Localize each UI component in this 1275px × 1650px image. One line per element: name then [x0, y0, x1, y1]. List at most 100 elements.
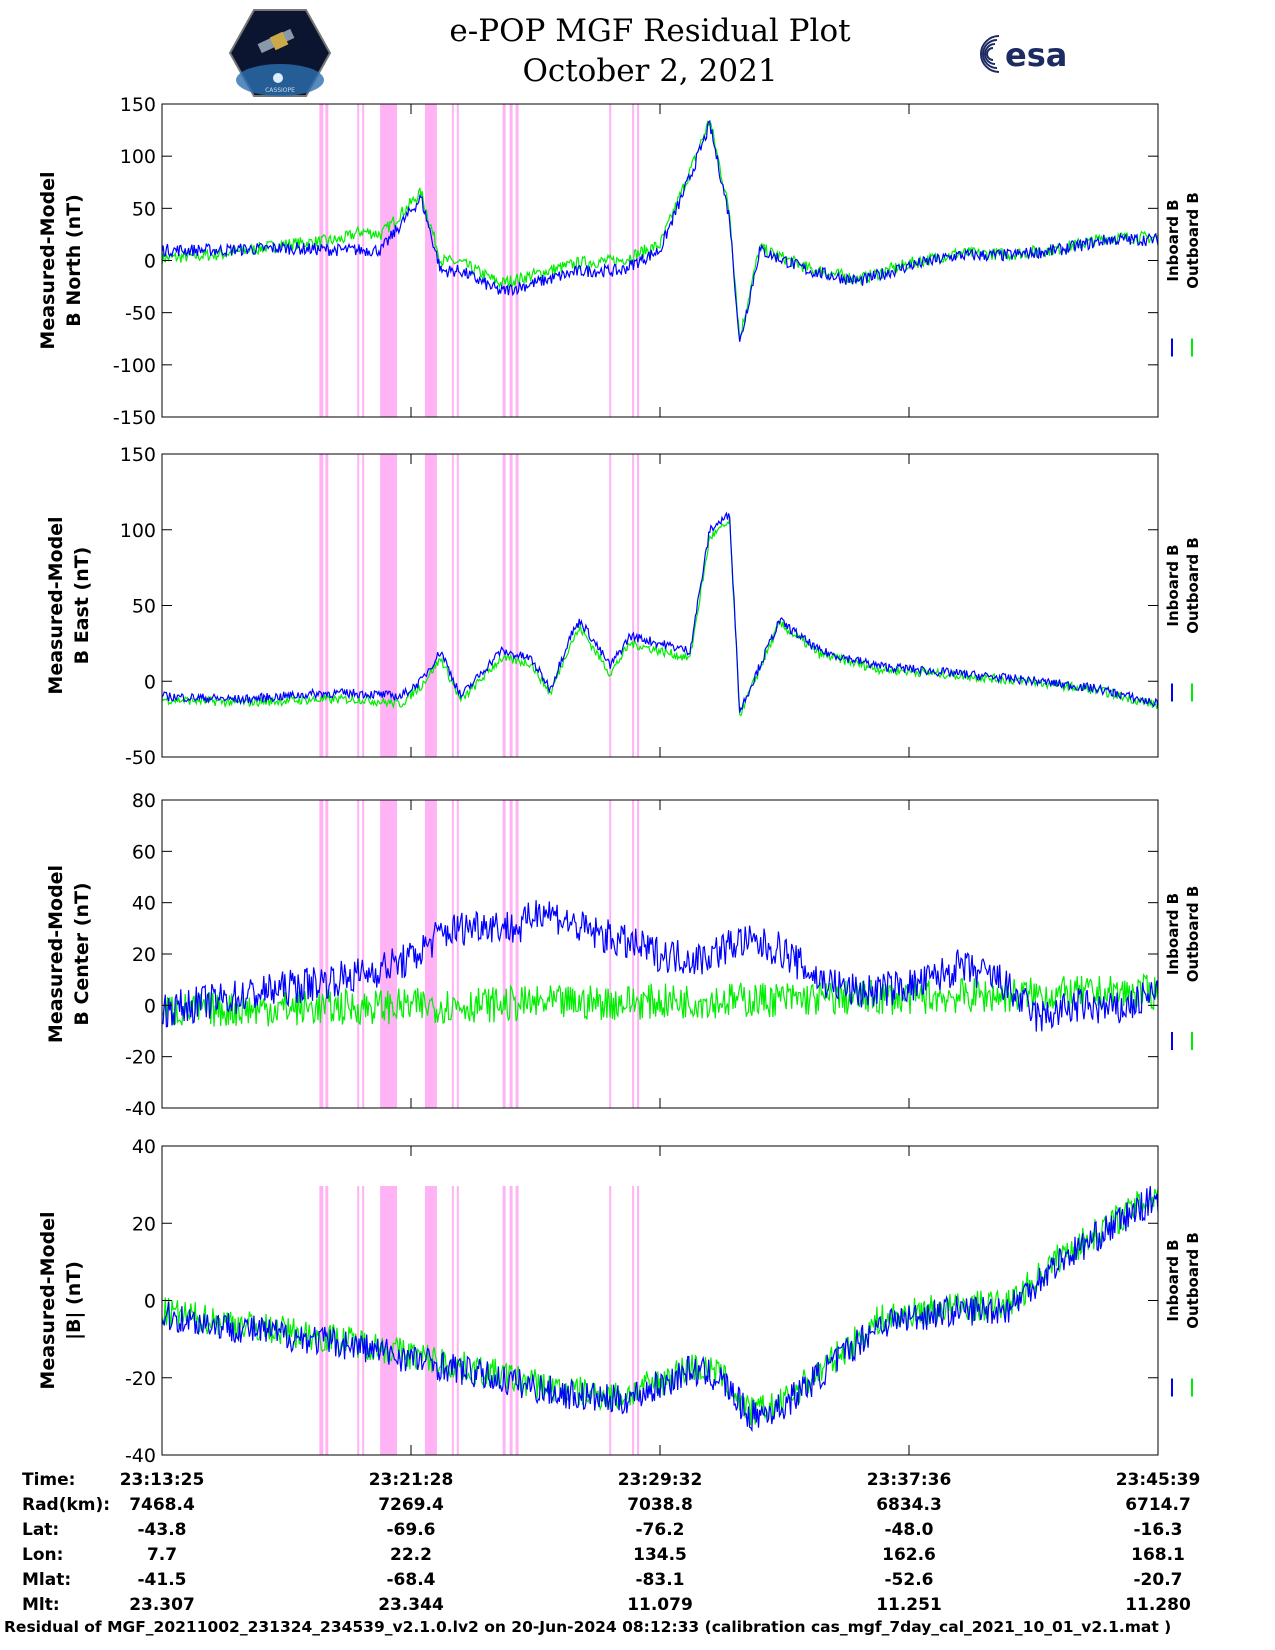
highlight-band: [325, 1186, 329, 1455]
info-row-value: 162.6: [882, 1545, 936, 1565]
info-row-value: 7269.4: [378, 1495, 444, 1515]
footer-caption: Residual of MGF_20211002_231324_234539_v…: [4, 1618, 1172, 1636]
series-line-inboard-b: [161, 119, 1159, 342]
info-row-value: -48.0: [884, 1520, 934, 1540]
highlight-band: [357, 454, 360, 757]
highlight-band: [380, 454, 398, 757]
chart-panel-4: -40 -20 0 20 40 Measured-Model |B| (nT) Inboard…: [37, 1136, 1202, 1467]
highlight-band: [509, 104, 513, 417]
legend-entry: Outboard B: [1184, 886, 1202, 983]
chart-panel-2: -50 0 50 100 150 Measured-Model B East (nT) Inb…: [45, 444, 1202, 769]
info-row: Mlat: -41.5 -68.4 -83.1 -52.6 -20.7: [0, 1570, 1275, 1594]
y-tick-label: 0: [144, 671, 156, 693]
series-line-inboard-b: [161, 511, 1159, 713]
series-line-inboard-b: [161, 900, 1159, 1032]
info-row-value: 11.251: [876, 1595, 942, 1615]
y-tick-label: 0: [144, 251, 156, 273]
highlight-band: [362, 800, 365, 1108]
highlight-band: [632, 800, 635, 1108]
info-row-value: -20.7: [1133, 1570, 1183, 1590]
info-row: Lon: 7.7 22.2 134.5 162.6 168.1: [0, 1545, 1275, 1569]
y-tick-label: 40: [132, 893, 156, 915]
series-line-outboard-b: [161, 517, 1159, 717]
highlight-band: [515, 1186, 519, 1455]
info-row-value: -16.3: [1133, 1520, 1183, 1540]
series-line-outboard-b: [161, 972, 1159, 1027]
y-tick-label: 50: [132, 596, 156, 618]
legend-entry: Inboard B: [1164, 893, 1182, 975]
info-row-value: 23:45:39: [1115, 1470, 1201, 1490]
legend-entry: Outboard B: [1184, 1232, 1202, 1329]
info-row-value: 11.280: [1125, 1595, 1191, 1615]
y-tick-label: -40: [125, 1098, 156, 1120]
highlight-band: [362, 104, 365, 417]
info-row-value: 134.5: [633, 1545, 687, 1565]
y-tick-label: 50: [132, 198, 156, 220]
highlight-band: [424, 454, 437, 757]
y-tick-label: 20: [132, 944, 156, 966]
highlight-band: [502, 454, 506, 757]
highlight-band: [319, 800, 324, 1108]
y-tick-label: -40: [125, 1445, 156, 1467]
highlight-band: [632, 1186, 635, 1455]
legend-entry: Inboard B: [1164, 544, 1182, 626]
plot-frame: [161, 799, 1159, 1109]
plot-frame: [161, 103, 1159, 418]
highlight-band: [456, 454, 459, 757]
y-tick-label: 0: [144, 995, 156, 1017]
y-tick-label: 40: [132, 1136, 156, 1158]
y-tick-label: 150: [120, 94, 156, 116]
highlight-band: [637, 1186, 640, 1455]
highlight-band: [362, 454, 365, 757]
highlight-band: [451, 1186, 454, 1455]
highlight-band: [319, 454, 324, 757]
highlight-band: [509, 454, 513, 757]
highlight-band: [319, 104, 324, 417]
info-row-label: Rad(km):: [22, 1495, 111, 1515]
info-row-label: Lon:: [22, 1545, 64, 1565]
y-axis-label: |B| (nT): [63, 1261, 85, 1340]
highlight-band: [380, 800, 398, 1108]
info-row-value: 22.2: [390, 1545, 432, 1565]
y-tick-label: 60: [132, 841, 156, 863]
info-row-label: Mlat:: [22, 1570, 72, 1590]
info-row-label: Mlt:: [22, 1595, 60, 1615]
highlight-band: [380, 1186, 398, 1455]
legend-entry: Inboard B: [1164, 199, 1182, 281]
highlight-band: [451, 800, 454, 1108]
y-axis-label: Measured-Model: [45, 516, 67, 694]
chart-panel-1: -150 -100 -50 0 50 100 150 Measured-Model B Nort…: [37, 94, 1202, 429]
series-line-inboard-b: [161, 1186, 1159, 1433]
info-row-value: 23:37:36: [866, 1470, 952, 1490]
cassiope-mission-logo: CASSIOPE: [228, 9, 332, 97]
chart-panel-3: -40 -20 0 20 40 60 80 Measured-Model B Center (n…: [45, 790, 1202, 1120]
info-row: Mlt: 23.307 23.344 11.079 11.251 11.280: [0, 1595, 1275, 1619]
highlight-band: [456, 800, 459, 1108]
info-row-value: -69.6: [386, 1520, 436, 1540]
esa-logo-text: esa: [1005, 36, 1067, 74]
y-axis-label: B East (nT): [71, 547, 93, 665]
highlight-band: [451, 454, 454, 757]
info-row-value: 23:21:28: [368, 1470, 454, 1490]
y-tick-label: 0: [144, 1291, 156, 1313]
info-row-label: Lat:: [22, 1520, 60, 1540]
info-row-label: Time:: [22, 1470, 76, 1490]
highlight-band: [325, 800, 329, 1108]
info-row-value: 23.344: [378, 1595, 444, 1615]
logo-caption: CASSIOPE: [265, 87, 295, 94]
info-row-value: 23:13:25: [119, 1470, 205, 1490]
info-row-value: 6714.7: [1125, 1495, 1191, 1515]
y-tick-label: -150: [113, 407, 156, 429]
y-tick-label: 150: [120, 444, 156, 466]
info-row-value: 11.079: [627, 1595, 693, 1615]
highlight-band: [424, 104, 437, 417]
info-row-value: 6834.3: [876, 1495, 942, 1515]
highlight-band: [609, 800, 612, 1108]
y-tick-label: 80: [132, 790, 156, 812]
info-row-value: -43.8: [137, 1520, 187, 1540]
series-line-outboard-b: [161, 120, 1159, 341]
info-row-value: -83.1: [635, 1570, 685, 1590]
esa-logo: esa: [980, 35, 1067, 74]
